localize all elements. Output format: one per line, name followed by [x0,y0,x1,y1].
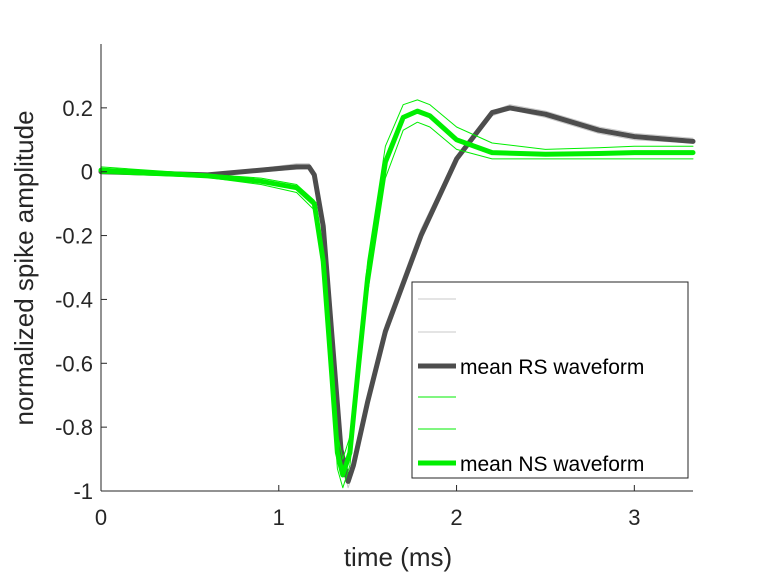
y-tick-label: -0.2 [55,224,93,249]
legend-label-6: mean NS waveform [460,453,644,476]
y-tick-label: -0.8 [55,415,93,440]
legend-box [411,281,689,479]
x-tick-label: 1 [273,505,285,530]
legend-label-3: mean RS waveform [460,356,644,379]
series-line-3 [98,105,696,484]
y-tick-label: -0.4 [55,287,93,312]
x-tick-label: 0 [95,505,107,530]
y-tick-label: -1 [73,479,93,504]
legend-entries: mean RS waveform mean NS waveform [418,298,644,476]
y-tick-label: -0.6 [55,351,93,376]
ticks-layer: 0 1 2 3 0.2 0 -0.2 -0.4 -0.6 -0.8 -1 [55,96,640,530]
legend: mean RS waveform mean NS waveform [411,281,689,479]
y-axis-label: normalized spike amplitude [9,110,39,425]
y-tick-label: 0 [81,160,93,185]
y-tick-label: 0.2 [62,96,93,121]
series-line-6 [98,108,696,478]
series-layer [98,99,696,489]
axes-layer [100,44,693,492]
x-tick-label: 3 [628,505,640,530]
x-axis-label: time (ms) [344,542,452,572]
x-tick-label: 2 [450,505,462,530]
